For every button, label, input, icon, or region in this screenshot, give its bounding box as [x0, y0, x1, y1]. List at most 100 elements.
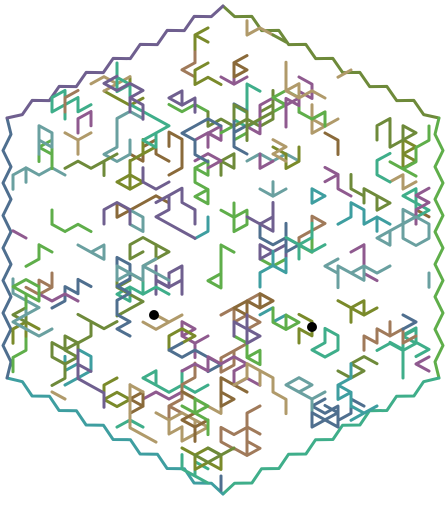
maze-wall-segment	[323, 131, 340, 156]
maze-wall-segment	[284, 221, 327, 261]
maze-wall-segment	[206, 243, 236, 290]
maze-wall-segment	[115, 61, 132, 101]
maze-wall-segment	[63, 347, 93, 387]
maze-wall-segment	[102, 376, 132, 409]
maze-wall-segment	[232, 362, 288, 416]
maze-wall-segment	[37, 124, 54, 156]
maze-wall-segment	[362, 187, 392, 212]
maze-wall-segment	[50, 208, 93, 233]
maze-wall-segment	[115, 278, 171, 303]
maze-wall-segment	[375, 151, 392, 184]
maze-wall-segment	[219, 376, 249, 408]
maze-wall-segment	[76, 243, 106, 261]
maze-wall-segment	[102, 109, 145, 163]
maze-wall-segment	[115, 257, 171, 282]
maze-wall-segment	[180, 355, 249, 373]
maze-wall-segment	[180, 397, 210, 437]
maze-wall-segment	[154, 186, 197, 240]
maze-wall-segment	[401, 187, 431, 219]
maze-wall-segment	[310, 187, 327, 205]
maze-wall-segment	[336, 201, 392, 233]
maze-wall-segment	[128, 383, 158, 444]
maze-wall-segment	[193, 159, 210, 206]
maze-wall-segment	[5, 4, 225, 120]
maze-wall-segment	[63, 312, 119, 359]
maze-wall-segment	[284, 376, 327, 415]
maze-wall-segment	[297, 312, 314, 345]
maze-wall-segment	[128, 236, 158, 261]
maze-wall-segment	[24, 271, 54, 296]
maze-wall-segment	[414, 355, 431, 373]
maze-wall-segment	[388, 326, 431, 380]
maze-wall-segment	[11, 166, 67, 191]
maze-wall-segment	[167, 418, 197, 443]
maze-wall-segment	[401, 313, 418, 331]
maze-wall-segment	[76, 110, 93, 135]
maze-wall-segment	[37, 292, 80, 303]
maze-wall-segment	[76, 348, 106, 409]
maze-wall-segment	[258, 152, 275, 170]
maze-wall-segment	[271, 138, 288, 163]
maze-wall-segment	[271, 33, 288, 44]
maze-wall-segment	[50, 277, 93, 310]
maze-wall-segment	[219, 404, 262, 451]
maze-wall-segment	[193, 131, 223, 149]
maze-wall-segment	[1, 116, 13, 380]
maze-wall-segment	[375, 117, 418, 149]
maze-wall-segment	[323, 257, 340, 290]
maze-wall-segment	[128, 102, 171, 149]
maze-wall-segment	[219, 68, 249, 86]
maze-wall-segment	[154, 264, 184, 289]
maze-wall-segment	[245, 19, 275, 37]
maze-wall-segment	[50, 88, 93, 121]
start-marker[interactable]	[149, 310, 159, 320]
maze-wall-segment	[141, 313, 184, 331]
maze-wall-segment	[50, 390, 67, 401]
maze-wall-segment	[375, 207, 418, 247]
maze-wall-segment	[433, 116, 445, 380]
maze-wall-segment	[11, 277, 54, 338]
maze-wall-segment	[24, 243, 54, 268]
maze-wall-segment	[284, 60, 327, 100]
maze-wall-segment	[180, 117, 223, 164]
maze-wall-segment	[336, 264, 392, 282]
maze-wall-segment	[11, 334, 28, 374]
maze-wall-segment	[219, 201, 249, 234]
maze-wall-segment	[232, 425, 262, 457]
maze-wall-segment	[102, 201, 132, 226]
maze-wall-segment	[115, 159, 145, 191]
maze-wall-segment	[232, 54, 249, 79]
maze-wall-segment	[336, 68, 353, 79]
maze-wall-segment	[388, 124, 431, 178]
maze-wall-segment	[11, 229, 28, 240]
maze-wall-segment	[102, 74, 145, 121]
maze-wall-segment	[63, 89, 80, 114]
maze-wall-segment	[11, 278, 41, 310]
maze-wall-segment	[258, 180, 288, 198]
maze-wall-segment	[193, 215, 210, 240]
maze-wall-segment	[141, 369, 210, 394]
maze-wall-segment	[310, 326, 340, 359]
maze-wall-segment	[141, 390, 184, 401]
maze-wall-segment	[258, 249, 288, 289]
goal-marker[interactable]	[307, 322, 317, 332]
maze-wall-segment	[63, 152, 119, 177]
maze-wall-segment	[193, 26, 210, 51]
maze-wall-segment	[336, 299, 379, 324]
maze-wall-segment	[297, 214, 327, 254]
maze-wall-segment	[271, 145, 301, 170]
maze-wall-segment	[193, 446, 236, 464]
maze-wall-segment	[232, 103, 275, 142]
maze-wall-segment	[221, 4, 441, 120]
maze-walls	[1, 4, 445, 496]
maze-wall-segment	[141, 166, 171, 191]
maze-wall-segment	[310, 404, 340, 429]
maze-wall-segment	[323, 165, 353, 198]
maze-wall-segment	[115, 255, 132, 338]
maze-wall-segment	[167, 361, 197, 422]
maze-wall-segment	[221, 376, 441, 496]
maze-wall-segment	[232, 313, 262, 345]
maze-wall-segment	[401, 215, 431, 247]
maze-wall-segment	[362, 320, 418, 352]
